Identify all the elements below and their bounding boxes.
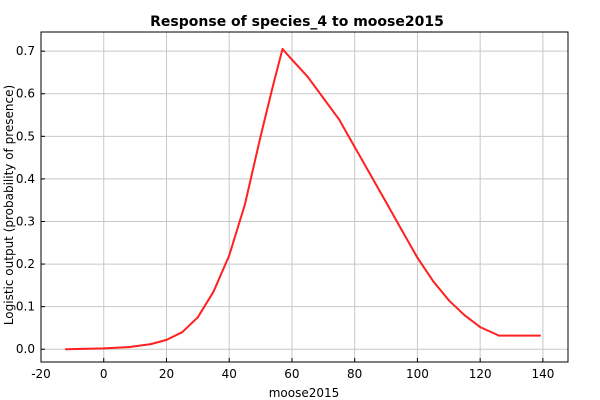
data-point [272, 84, 275, 87]
y-tick-label: 0.1 [16, 300, 35, 314]
y-axis-label: Logistic output (probability of presence… [2, 85, 16, 325]
x-axis-label: moose2015 [269, 386, 340, 400]
x-tick-label: 100 [406, 367, 429, 381]
data-point [243, 203, 246, 206]
data-point [181, 331, 184, 334]
data-point [65, 348, 68, 351]
data-point [463, 314, 466, 317]
y-tick-label: 0.0 [16, 342, 35, 356]
y-ticks: 0.0 0.1 0.2 0.3 0.4 0.5 0.6 0.7 [16, 44, 45, 356]
data-point [497, 334, 500, 337]
data-point [196, 316, 199, 319]
data-point [290, 58, 293, 61]
y-gridlines [41, 50, 568, 350]
x-tick-label: 60 [284, 367, 299, 381]
data-point [400, 229, 403, 231]
data-point [479, 326, 482, 329]
data-point [338, 118, 341, 121]
data-point [353, 145, 356, 148]
data-point [228, 254, 231, 257]
x-tick-label: 0 [100, 367, 108, 381]
data-point [432, 280, 435, 283]
data-point [322, 97, 325, 99]
plot-frame [40, 31, 569, 363]
y-tick-label: 0.5 [16, 129, 35, 143]
data-point [212, 290, 215, 293]
data-point [369, 173, 372, 176]
y-tick-label: 0.2 [16, 257, 35, 271]
y-tick-label: 0.4 [16, 172, 35, 186]
chart-title: Response of species_4 to moose2015 [150, 14, 444, 30]
series-line-0 [65, 48, 541, 351]
data-point [149, 343, 152, 346]
data-point [538, 334, 541, 337]
x-tick-label: 140 [531, 367, 554, 381]
data-point [416, 256, 419, 259]
data-point [165, 338, 168, 341]
x-tick-label: -20 [31, 367, 51, 381]
y-tick-label: 0.7 [16, 44, 35, 58]
x-gridlines [103, 32, 544, 362]
y-tick-label: 0.6 [16, 87, 35, 101]
x-tick-label: 20 [159, 367, 174, 381]
data-point [127, 346, 130, 349]
data-point [281, 48, 284, 51]
x-tick-label: 40 [222, 367, 237, 381]
data-point [306, 75, 309, 78]
x-tick-label: 120 [469, 367, 492, 381]
x-ticks: -20 0 20 40 60 80 100 120 140 [31, 358, 554, 381]
y-tick-label: 0.3 [16, 214, 35, 228]
series-group [65, 48, 541, 351]
data-point [259, 135, 262, 138]
data-point [447, 299, 450, 302]
data-point [385, 201, 388, 204]
x-tick-label: 80 [347, 367, 362, 381]
data-point [102, 347, 105, 350]
